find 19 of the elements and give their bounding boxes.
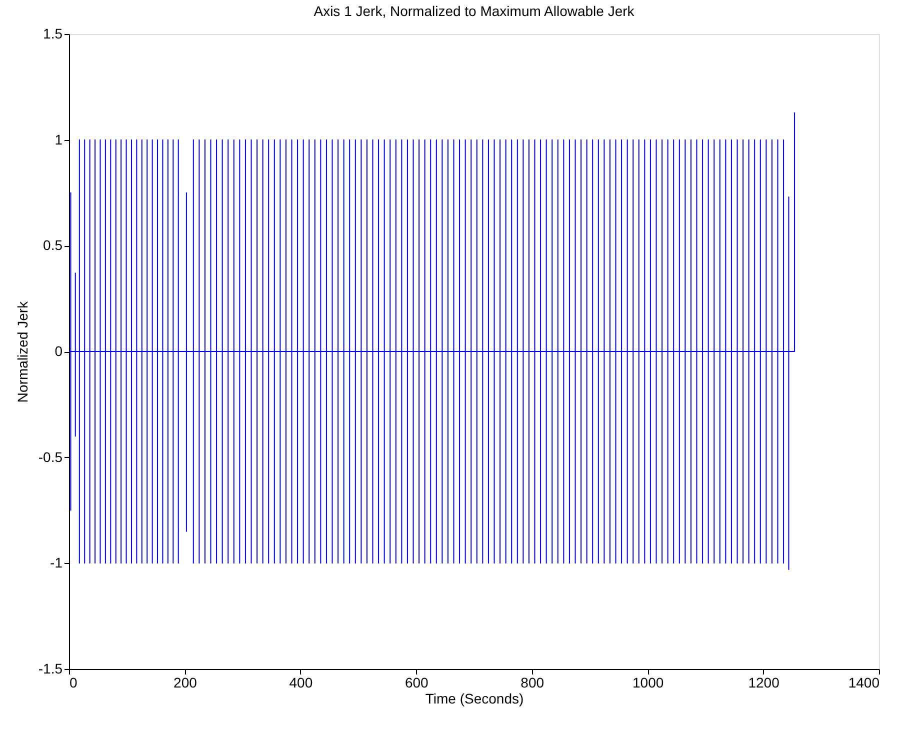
x-tick-label: 1000 — [632, 674, 664, 690]
y-tick-label: 1 — [54, 131, 63, 148]
x-axis-title: Time (Seconds) — [425, 690, 524, 706]
y-tick-label: 0.5 — [43, 237, 63, 254]
y-tick-label: -1 — [50, 554, 63, 571]
y-tick-label: 0 — [54, 343, 63, 359]
x-tick-label: 1400 — [848, 674, 880, 690]
y-tick-label: -0.5 — [38, 448, 63, 465]
x-tick-label: 800 — [520, 674, 544, 690]
x-tick-label: 1200 — [748, 674, 780, 690]
x-tick-label: 400 — [289, 674, 313, 690]
y-tick-label: -1.5 — [38, 660, 63, 676]
x-tick-label: 200 — [174, 674, 198, 690]
y-tick-label: 1.5 — [43, 26, 63, 42]
x-tick-label: 0 — [70, 674, 78, 690]
line-series — [68, 112, 796, 570]
y-axis-title: Normalized Jerk — [14, 300, 30, 403]
x-tick-label: 600 — [404, 674, 429, 690]
chart-title: Axis 1 Jerk, Normalized to Maximum Allowable Jerk — [314, 3, 636, 19]
